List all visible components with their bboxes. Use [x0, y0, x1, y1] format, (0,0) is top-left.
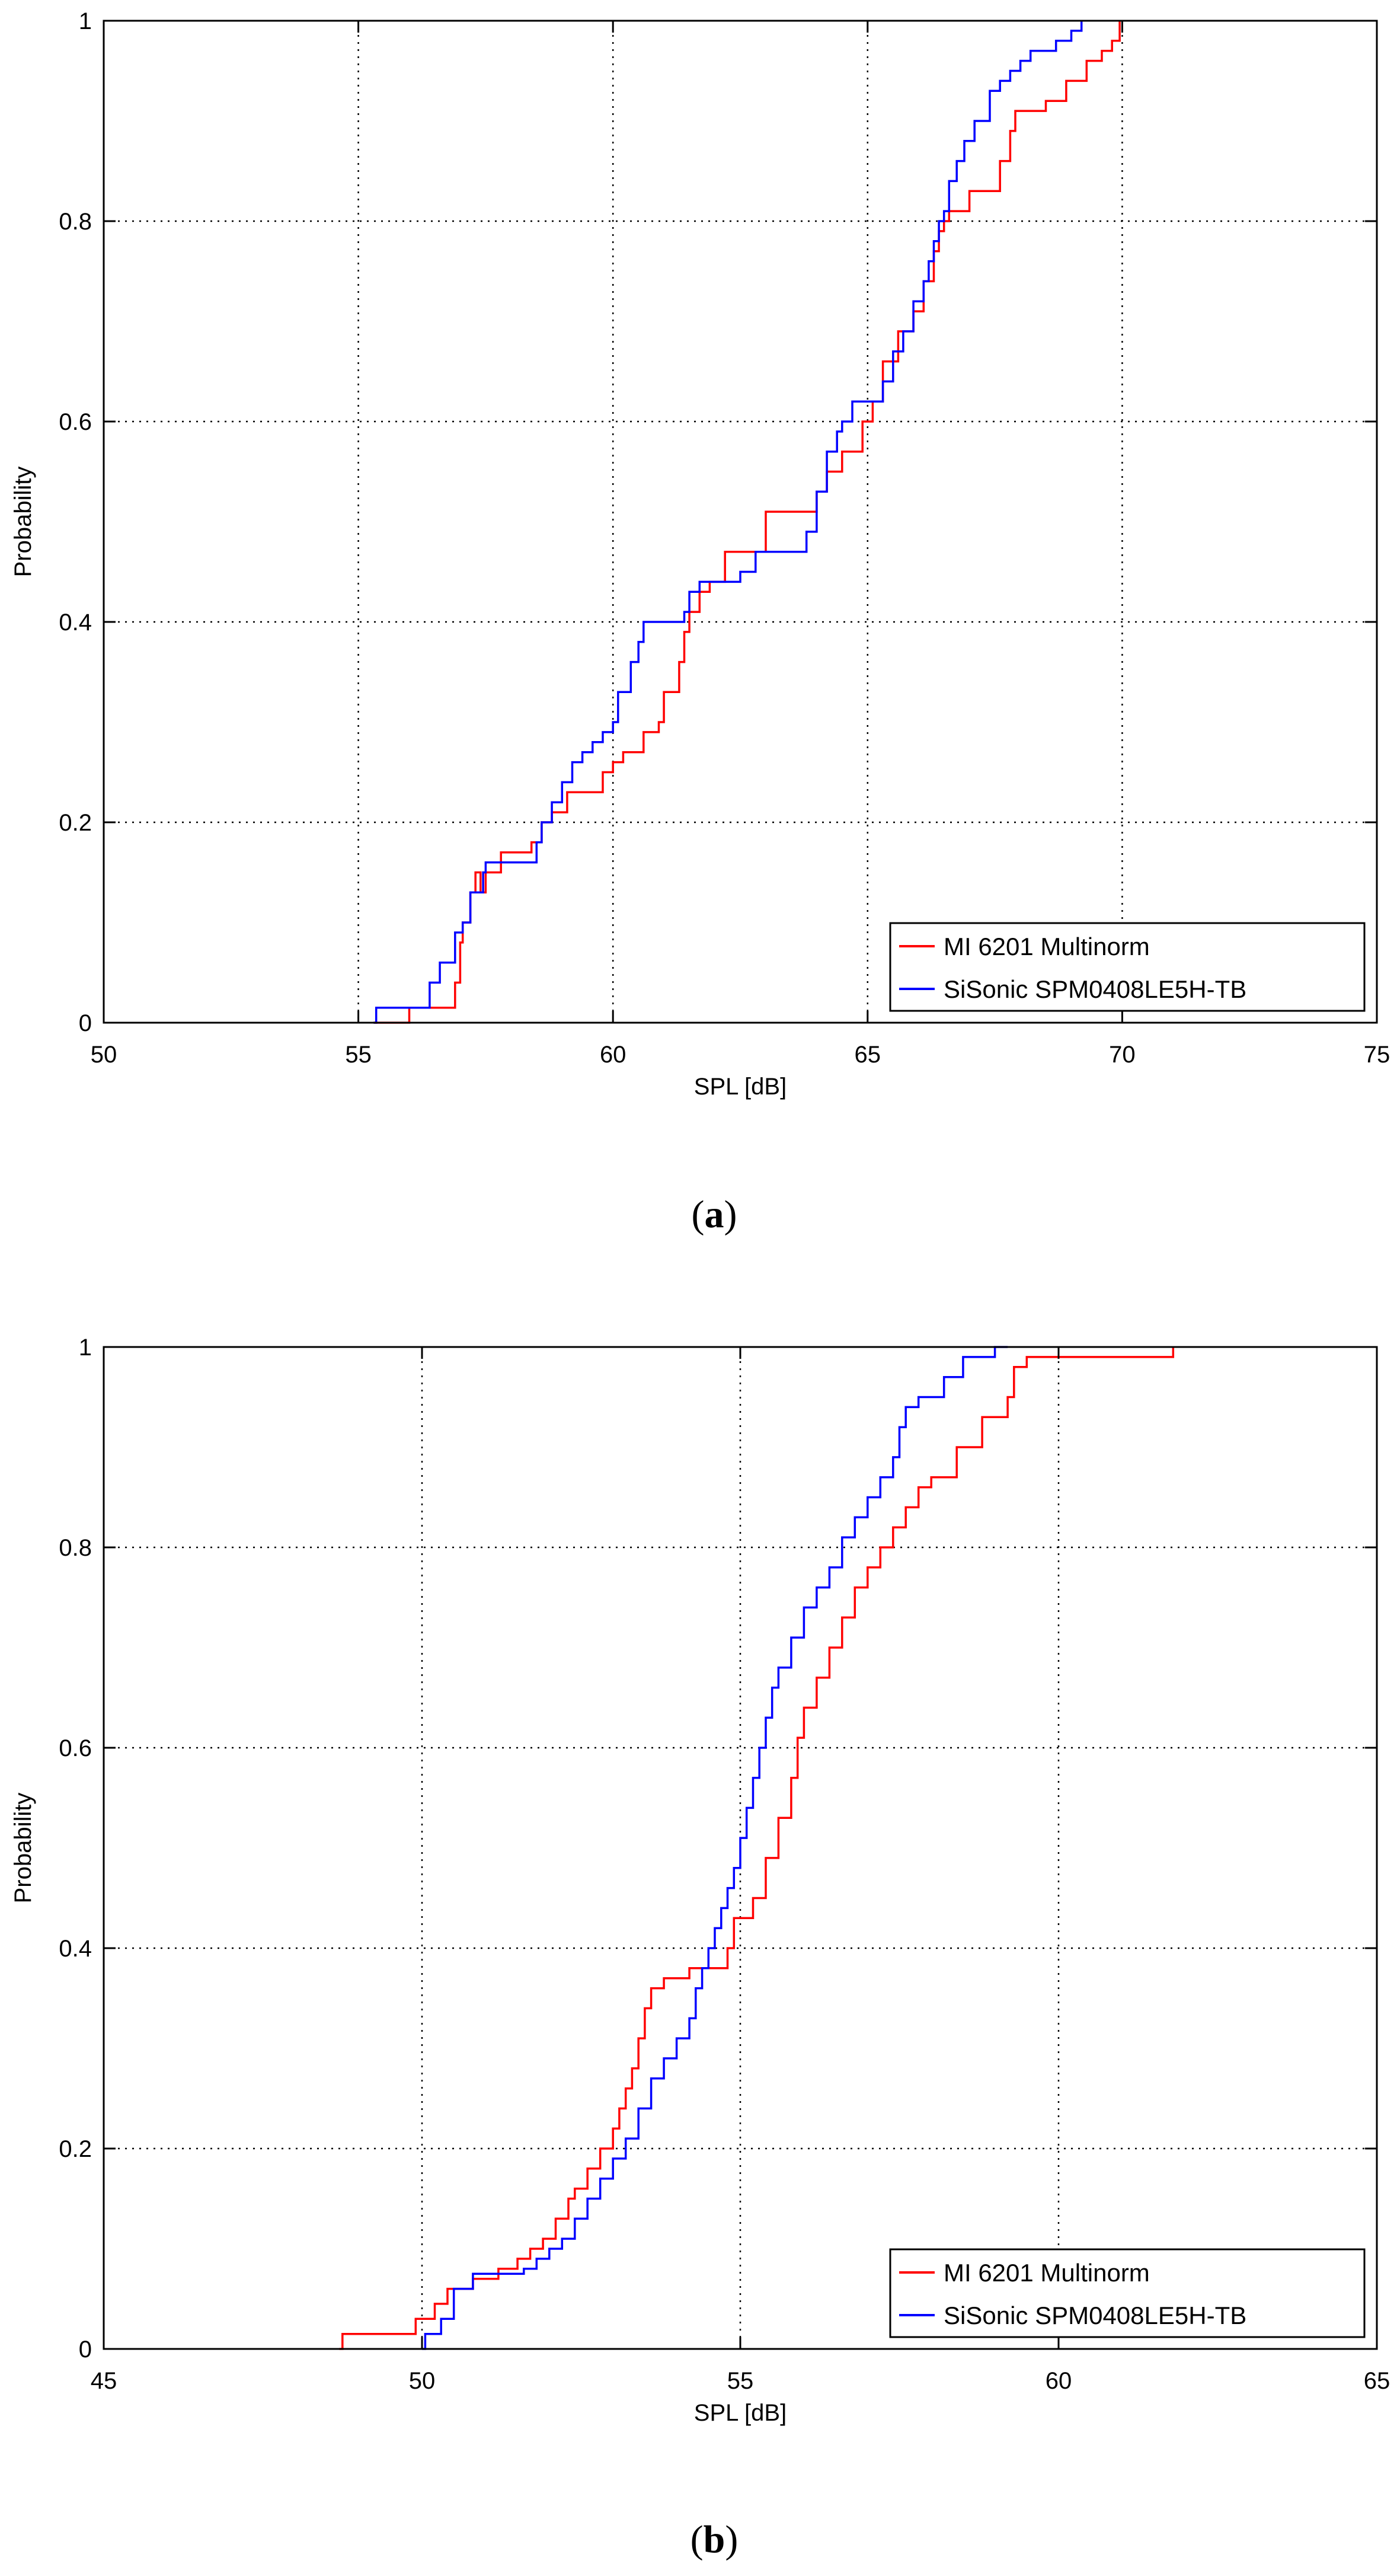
x-axis-label-a: SPL [dB]: [694, 1074, 787, 1100]
y-tick-label-b: 0.4: [59, 1936, 92, 1962]
chart-panel-a: 50 55 60 65 70 75 0 0.2 0.4 0.6 0.8 1 SPL [dB] Prob…: [10, 8, 1390, 1236]
axes-frame-a: [103, 20, 1378, 1024]
y-tick-label-b: 0.6: [59, 1735, 92, 1761]
x-tick-label-b: 60: [1046, 2368, 1072, 2394]
x-tick-label-a: 75: [1364, 1042, 1390, 1068]
series-line-sisonic-b: [422, 1346, 1008, 2350]
y-tick-label-a: 0.8: [59, 209, 92, 235]
legend-label-mi6201-a: MI 6201 Multinorm: [944, 933, 1150, 960]
y-tick-label-a: 0: [79, 1010, 92, 1036]
gridlines-a: [104, 21, 1377, 1023]
x-tick-label-b: 55: [727, 2368, 754, 2394]
caption-a-letter: a: [705, 1193, 724, 1236]
series-line-sisonic-a: [373, 21, 1083, 1024]
x-tick-label-a: 50: [91, 1042, 117, 1068]
x-tick-label-a: 65: [855, 1042, 881, 1068]
y-tick-label-b: 0.8: [59, 1535, 92, 1561]
x-tick-label-a: 55: [345, 1042, 372, 1068]
y-tick-label-a: 0.6: [59, 409, 92, 435]
y-tick-label-a: 0.4: [59, 609, 92, 636]
series-line-mi6201-b: [339, 1347, 1175, 2350]
x-tick-label-a: 70: [1109, 1042, 1136, 1068]
caption-b: (b): [690, 2518, 739, 2561]
legend-label-sisonic-a: SiSonic SPM0408LE5H-TB: [944, 975, 1246, 1003]
x-tick-label-b: 50: [409, 2368, 436, 2394]
legend-b: MI 6201 Multinorm SiSonic SPM0408LE5H-TB: [889, 2248, 1366, 2338]
caption-a: (a): [692, 1193, 737, 1236]
ticks-b: 45 50 55 60 65 0 0.2 0.4 0.6 0.8 1: [59, 1335, 1390, 2394]
ticks-a: 50 55 60 65 70 75 0 0.2 0.4 0.6 0.8 1: [59, 8, 1390, 1068]
chart-panel-b: 45 50 55 60 65 0 0.2 0.4 0.6 0.8 1 SPL [dB] Probab…: [10, 1335, 1390, 2561]
y-axis-label-b: Probability: [10, 1793, 36, 1904]
legend-box-b: [889, 2248, 1366, 2338]
legend-a: MI 6201 Multinorm SiSonic SPM0408LE5H-TB: [889, 922, 1366, 1012]
x-tick-label-b: 65: [1364, 2368, 1390, 2394]
plot-area-a: [104, 21, 1377, 1023]
x-tick-label-a: 60: [600, 1042, 626, 1068]
y-tick-label-b: 1: [79, 1335, 92, 1361]
y-axis-label-a: Probability: [10, 467, 36, 577]
y-tick-label-a: 1: [79, 8, 92, 34]
x-tick-label-b: 45: [91, 2368, 117, 2394]
y-tick-label-b: 0.2: [59, 2136, 92, 2162]
x-axis-label-b: SPL [dB]: [694, 2400, 787, 2426]
y-tick-label-a: 0.2: [59, 810, 92, 836]
legend-label-sisonic-b: SiSonic SPM0408LE5H-TB: [944, 2302, 1246, 2329]
series-group-a: [373, 21, 1121, 1024]
series-group-b: [339, 1346, 1175, 2350]
gridlines-b: [104, 1347, 1377, 2349]
caption-b-letter: b: [704, 2518, 725, 2561]
y-tick-label-b: 0: [79, 2336, 92, 2363]
legend-label-mi6201-b: MI 6201 Multinorm: [944, 2259, 1150, 2287]
legend-box-a: [889, 922, 1366, 1012]
